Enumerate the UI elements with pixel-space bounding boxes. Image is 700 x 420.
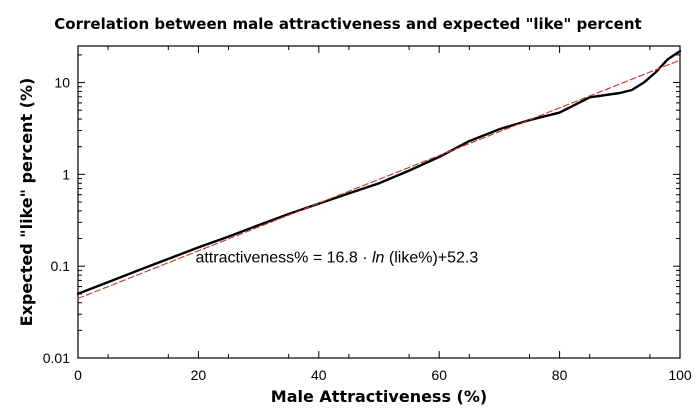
- regression-equation-annotation: attractiveness% = 16.8 · ln (like%)+52.3: [195, 249, 478, 266]
- x-tick-label: 100: [668, 367, 692, 383]
- y-tick-label: 0.01: [43, 350, 70, 366]
- data-line: [76, 49, 682, 295]
- x-axis-label: Male Attractiveness (%): [271, 387, 487, 406]
- plot-frame: [77, 45, 681, 359]
- series-layer: [76, 49, 682, 300]
- x-tick-label: 80: [552, 367, 568, 383]
- x-tick-label: 40: [311, 367, 327, 383]
- chart-title: Correlation between male attractiveness …: [54, 15, 641, 33]
- y-axis-label: Expected "like" percent (%): [17, 78, 36, 327]
- y-tick-label: 10: [54, 75, 70, 91]
- tick-layer: 0 20 40 60 80 100 0.01 0.1 1 10: [43, 46, 692, 383]
- y-tick-label: 1: [62, 166, 70, 182]
- x-tick-label: 20: [191, 367, 207, 383]
- fit-line: [77, 59, 681, 300]
- y-tick-label: 0.1: [51, 258, 71, 274]
- x-tick-label: 60: [431, 367, 447, 383]
- x-tick-label: 0: [74, 367, 82, 383]
